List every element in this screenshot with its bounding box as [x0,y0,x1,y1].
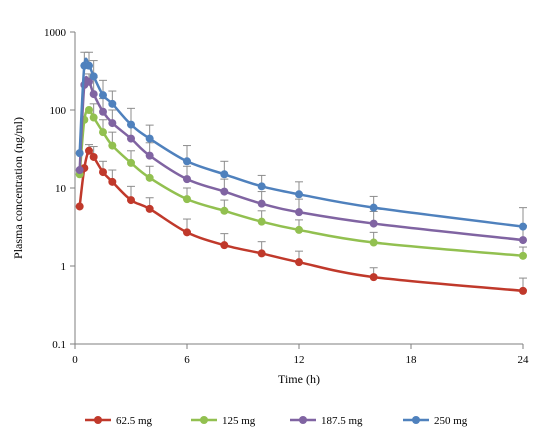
data-point [145,173,154,182]
data-point [99,128,107,137]
data-point [519,286,527,295]
data-point [369,273,378,282]
data-point [89,152,98,161]
legend-marker [200,416,208,424]
data-point [369,219,378,228]
data-point [127,134,135,143]
x-tick-label: 12 [294,354,305,366]
data-point [220,241,229,250]
data-point [183,228,191,237]
legend-label: 187.5 mg [321,415,363,427]
data-point [183,195,191,204]
error-bar-layer [80,51,527,291]
x-tick-label: 18 [406,354,418,366]
data-point [99,168,107,177]
data-point [108,99,117,108]
data-point [89,90,98,99]
y-tick-label: 10 [55,183,67,195]
data-point [519,251,527,260]
legend-label: 250 mg [434,415,468,427]
data-point [257,182,266,191]
data-point [89,113,98,122]
y-axis-title: Plasma concentration (ng/ml) [11,117,25,259]
x-tick-label: 24 [518,354,530,366]
data-point [145,134,154,143]
data-point [99,107,107,116]
data-point [108,119,117,128]
data-point [519,222,527,231]
legend-marker [299,416,307,424]
data-point [108,141,117,150]
legend: 62.5 mg 125 mg 187.5 mg 250 mg [85,415,468,427]
series-layer [75,57,527,295]
data-point [75,149,84,158]
data-point [220,206,229,215]
data-point [220,187,229,196]
data-point [85,77,93,86]
legend-marker [412,416,420,424]
data-point [145,151,154,160]
data-point [75,202,84,211]
data-point [89,72,98,81]
data-point [75,166,84,175]
x-axis-title: Time (h) [278,372,320,386]
data-point [99,91,107,100]
y-tick-label: 1 [61,261,67,273]
y-tick-label: 0.1 [52,339,66,351]
data-point [183,157,191,166]
data-point [85,106,93,114]
data-point [85,146,93,155]
data-point [183,175,191,184]
data-point [127,196,135,205]
data-point [108,177,117,186]
y-tick-label: 1000 [44,27,67,39]
data-point [295,225,303,234]
legend-marker [94,416,102,424]
tick-layer: 0.1 1 10 100 1000 0 6 12 18 24 [44,27,529,366]
x-tick-label: 0 [72,354,78,366]
data-point [295,258,303,267]
data-point [127,158,135,167]
data-point [369,203,378,212]
y-tick-label: 100 [50,105,67,117]
data-point [295,190,303,199]
x-tick-label: 6 [184,354,190,366]
data-point [220,170,229,179]
data-point [145,204,154,213]
series-line [78,75,524,242]
series-line [78,149,524,293]
legend-label: 125 mg [222,415,256,427]
data-point [519,236,527,245]
data-point [85,61,93,70]
data-point [257,249,266,258]
data-point [127,120,135,129]
data-point [295,208,303,217]
data-point [257,217,266,226]
legend-label: 62.5 mg [116,415,153,427]
data-point [257,199,266,208]
data-point [369,238,378,247]
